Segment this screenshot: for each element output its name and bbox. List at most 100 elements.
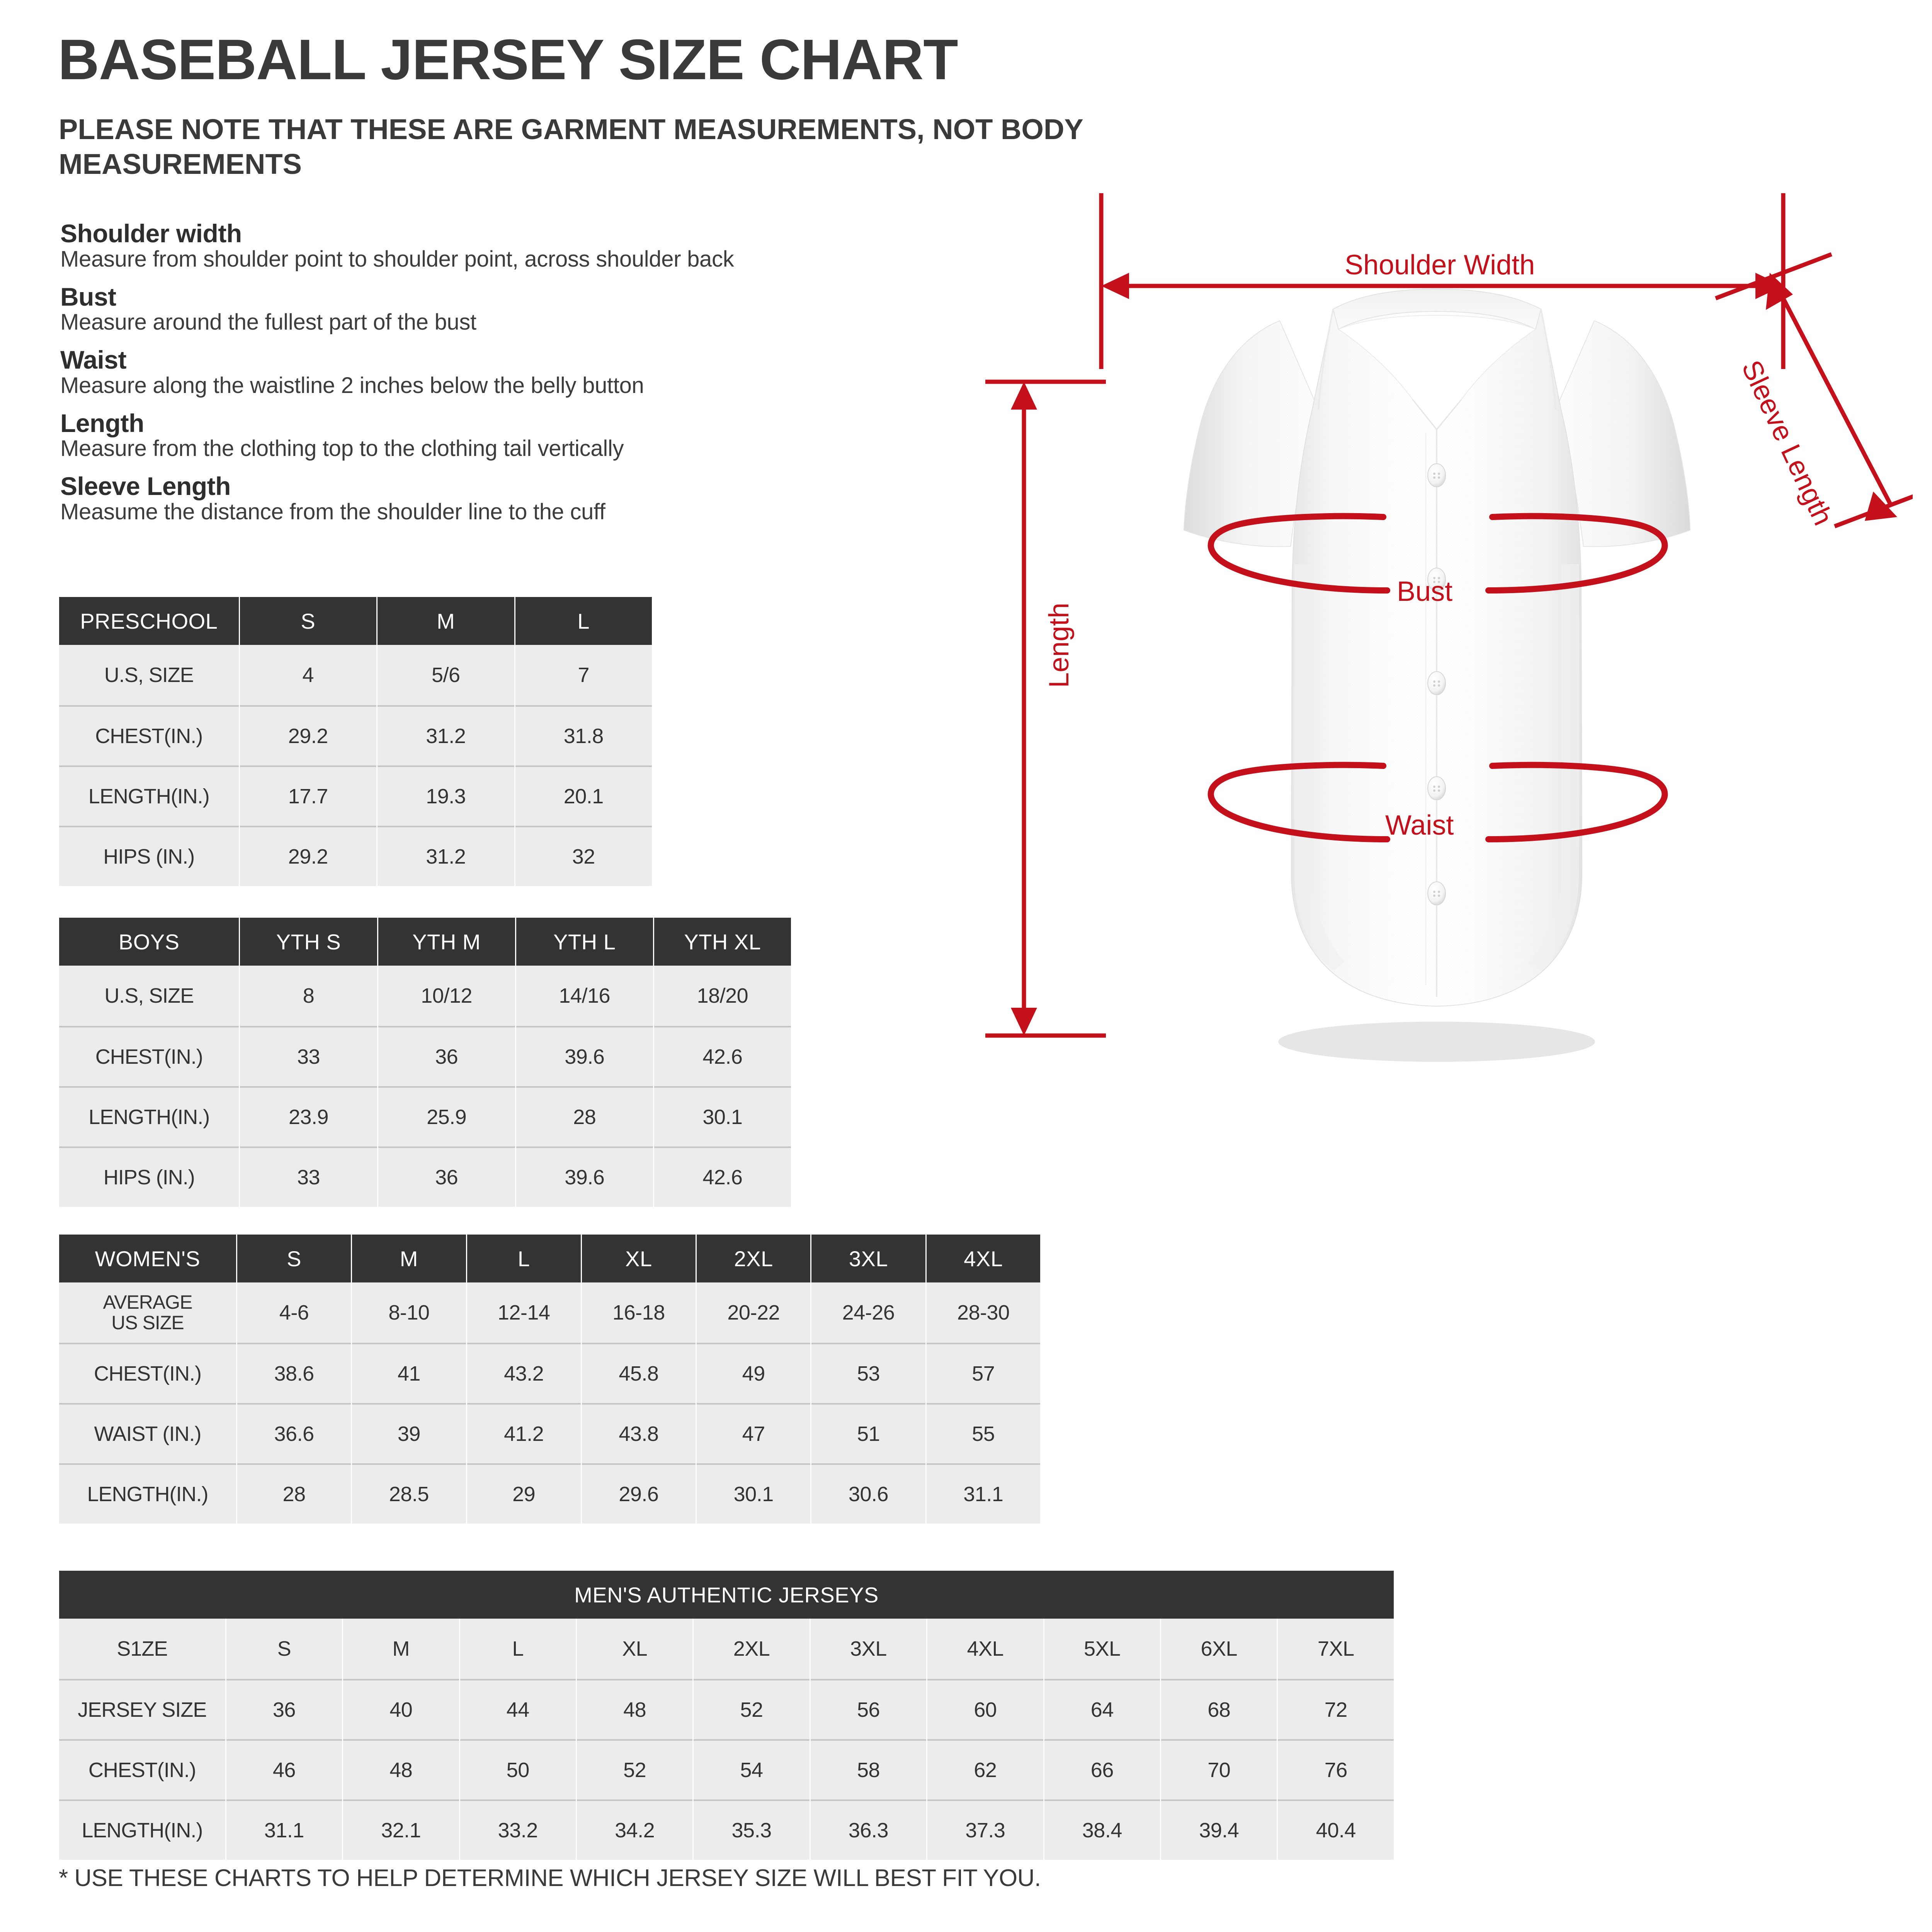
table-cell: 37.3 <box>927 1799 1043 1860</box>
col-header: YTH XL <box>654 918 791 966</box>
table-cell: 42.6 <box>654 1026 791 1086</box>
row-label: CHEST(IN.) <box>59 1026 239 1086</box>
col-header: S <box>226 1619 342 1679</box>
definition-bust: Bust Measure around the fullest part of … <box>60 283 968 335</box>
table-row: LENGTH(IN.) 17.7 19.3 20.1 <box>59 765 652 826</box>
table-row: CHEST(IN.) 29.2 31.2 31.8 <box>59 705 652 765</box>
col-header: 4XL <box>926 1235 1040 1282</box>
col-header: L <box>515 597 652 645</box>
col-header: L <box>460 1619 576 1679</box>
table-cell: 31.1 <box>226 1799 342 1860</box>
table-row: LENGTH(IN.) 31.1 32.1 33.2 34.2 35.3 36.… <box>59 1799 1394 1860</box>
table-row: AVERAGE US SIZE 4-6 8-10 12-14 16-18 20-2… <box>59 1282 1040 1343</box>
table-cell: 16-18 <box>582 1282 696 1343</box>
row-label: AVERAGE US SIZE <box>59 1282 236 1343</box>
table-cell: 55 <box>926 1403 1040 1463</box>
table-cell: 72 <box>1278 1679 1394 1739</box>
table-cell: 38.6 <box>237 1343 351 1403</box>
col-header: M <box>378 597 514 645</box>
row-label: U.S, SIZE <box>59 966 239 1026</box>
table-boys: BOYS YTH S YTH M YTH L YTH XL U.S, SIZE … <box>58 918 792 1207</box>
col-header: XL <box>582 1235 696 1282</box>
table-cell: 20.1 <box>515 765 652 826</box>
col-header: 5XL <box>1044 1619 1160 1679</box>
table-cell: 19.3 <box>378 765 514 826</box>
definition-shoulder-width: Shoulder width Measure from shoulder poi… <box>60 220 968 272</box>
table-cell: 28-30 <box>926 1282 1040 1343</box>
table-cell: 48 <box>577 1679 693 1739</box>
row-label: JERSEY SIZE <box>59 1679 225 1739</box>
table-cell: 52 <box>577 1739 693 1799</box>
table-cell: 48 <box>343 1739 459 1799</box>
table-cell: 24-26 <box>811 1282 925 1343</box>
table-cell: 46 <box>226 1739 342 1799</box>
page-title: BASEBALL JERSEY SIZE CHART <box>58 28 958 92</box>
table-cell: 30.6 <box>811 1463 925 1524</box>
table-cell: 25.9 <box>378 1086 515 1146</box>
annotation-waist: Waist <box>1385 810 1454 841</box>
col-header: WOMEN'S <box>59 1235 236 1282</box>
measurement-definitions: Shoulder width Measure from shoulder poi… <box>60 220 968 536</box>
table-cell: 29.2 <box>240 705 377 765</box>
table-cell: 56 <box>810 1679 927 1739</box>
table-cell: 70 <box>1161 1739 1277 1799</box>
table-row: CHEST(IN.) 33 36 39.6 42.6 <box>59 1026 791 1086</box>
table-banner-row: MEN'S AUTHENTIC JERSEYS <box>59 1571 1394 1619</box>
table-cell: 8 <box>240 966 377 1026</box>
table-cell: 31.8 <box>515 705 652 765</box>
table-cell: 53 <box>811 1343 925 1403</box>
table-cell: 8-10 <box>352 1282 466 1343</box>
jersey-diagram <box>985 193 1913 1151</box>
table-cell: 39 <box>352 1403 466 1463</box>
definition-description: Measure along the waistline 2 inches bel… <box>60 372 644 398</box>
table-cell: 17.7 <box>240 765 377 826</box>
annotation-bust: Bust <box>1397 576 1453 607</box>
table-cell: 60 <box>927 1679 1043 1739</box>
table-cell: 36.6 <box>237 1403 351 1463</box>
table-cell: 10/12 <box>378 966 515 1026</box>
table-cell: 31.1 <box>926 1463 1040 1524</box>
table-cell: 51 <box>811 1403 925 1463</box>
table-cell: 39.6 <box>516 1146 653 1207</box>
definition-description: Measure from the clothing top to the clo… <box>60 436 624 461</box>
table-cell: 20-22 <box>697 1282 811 1343</box>
col-header: YTH M <box>378 918 515 966</box>
table-cell: 58 <box>810 1739 927 1799</box>
table-cell: 41.2 <box>467 1403 581 1463</box>
table-cell: 32.1 <box>343 1799 459 1860</box>
row-label: HIPS (IN.) <box>59 1146 239 1207</box>
table-cell: 4-6 <box>237 1282 351 1343</box>
table-row: LENGTH(IN.) 28 28.5 29 29.6 30.1 30.6 31… <box>59 1463 1040 1524</box>
col-header: 3XL <box>811 1235 925 1282</box>
definition-term: Sleeve Length <box>60 472 231 501</box>
table-cell: 64 <box>1044 1679 1160 1739</box>
table-cell: 36 <box>226 1679 342 1739</box>
table-cell: 38.4 <box>1044 1799 1160 1860</box>
table-header-row: BOYS YTH S YTH M YTH L YTH XL <box>59 918 791 966</box>
definition-term: Shoulder width <box>60 219 242 248</box>
table-cell: 50 <box>460 1739 576 1799</box>
table-cell: 14/16 <box>516 966 653 1026</box>
page-subtitle: PLEASE NOTE THAT THESE ARE GARMENT MEASU… <box>59 113 1083 180</box>
table-cell: 18/20 <box>654 966 791 1026</box>
table-womens: WOMEN'S S M L XL 2XL 3XL 4XL AVERAGE US S… <box>58 1235 1041 1524</box>
table-row: WAIST (IN.) 36.6 39 41.2 43.8 47 51 55 <box>59 1403 1040 1463</box>
row-label: LENGTH(IN.) <box>59 1086 239 1146</box>
definition-description: Measure around the fullest part of the b… <box>60 310 476 335</box>
table-cell: 54 <box>694 1739 810 1799</box>
table-row: U.S, SIZE 8 10/12 14/16 18/20 <box>59 966 791 1026</box>
table-cell: 30.1 <box>697 1463 811 1524</box>
definition-term: Waist <box>60 345 127 374</box>
table-row: CHEST(IN.) 46 48 50 52 54 58 62 66 70 76 <box>59 1739 1394 1799</box>
annotation-shoulder-width: Shoulder Width <box>1345 250 1535 281</box>
table-cell: 4 <box>240 645 377 705</box>
footnote: * USE THESE CHARTS TO HELP DETERMINE WHI… <box>59 1865 1041 1891</box>
table-cell: 5/6 <box>378 645 514 705</box>
table-row: U.S, SIZE 4 5/6 7 <box>59 645 652 705</box>
table-cell: 41 <box>352 1343 466 1403</box>
col-header: 2XL <box>694 1619 810 1679</box>
table-cell: 33 <box>240 1146 377 1207</box>
table-header-row: PRESCHOOL S M L <box>59 597 652 645</box>
table-cell: 66 <box>1044 1739 1160 1799</box>
